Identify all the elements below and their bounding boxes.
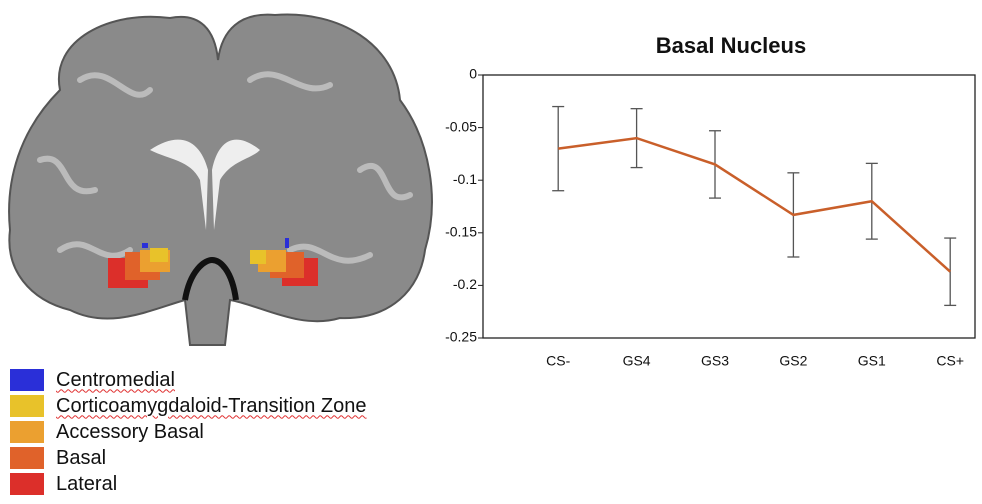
data-line (558, 136, 952, 273)
legend-label: Lateral (56, 472, 118, 495)
x-tick-label: CS- (546, 353, 570, 369)
roi-centromedial-left (142, 243, 148, 248)
x-tick-label: GS2 (779, 353, 807, 369)
y-tick-label: -0.05 (445, 118, 477, 134)
ventricles (150, 139, 260, 230)
legend-swatch (10, 369, 44, 391)
legend-item: Centromedial (10, 367, 367, 393)
chart-title: Basal Nucleus (656, 33, 806, 58)
x-tick-label: GS3 (701, 353, 729, 369)
x-tick-label: GS1 (858, 353, 886, 369)
legend-label: Corticoamygdaloid-Transition Zone (56, 394, 367, 417)
legend-item: Lateral (10, 471, 367, 497)
legend-swatch (10, 447, 44, 469)
plot-frame (482, 74, 976, 339)
x-tick-label: GS4 (623, 353, 651, 369)
legend-item: Basal (10, 445, 367, 471)
brain-folds (37, 71, 413, 264)
y-tick-label: -0.15 (445, 224, 477, 240)
legend-label: Centromedial (56, 368, 175, 391)
legend-label: Basal (56, 446, 107, 469)
y-tick-label: -0.2 (453, 276, 477, 292)
x-tick-label: CS+ (936, 353, 964, 369)
roi-cortico-left (150, 248, 168, 262)
legend-item: Accessory Basal (10, 419, 367, 445)
legend-label: Accessory Basal (56, 420, 204, 443)
brain-section (8, 13, 433, 346)
legend-swatch (10, 395, 44, 417)
roi-cortico-right (250, 250, 266, 264)
y-tick-label: 0 (469, 66, 477, 82)
y-tick-label: -0.1 (453, 171, 477, 187)
y-tick-label: -0.25 (445, 329, 477, 345)
roi-centromedial-right (285, 238, 289, 248)
legend-swatch (10, 421, 44, 443)
brain-image (8, 13, 433, 346)
brainstem-fissure (182, 256, 239, 301)
legend: Centromedial Corticoamygdaloid-Transition… (10, 367, 367, 497)
legend-item: Corticoamygdaloid-Transition Zone (10, 393, 367, 419)
legend-swatch (10, 473, 44, 495)
